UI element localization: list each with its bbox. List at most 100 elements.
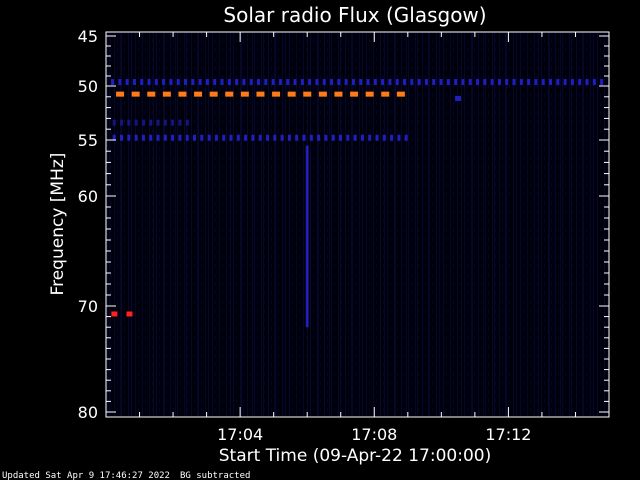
band-dash (171, 119, 175, 126)
band-dash (295, 134, 299, 141)
spot-5 (111, 311, 118, 317)
band-dash (468, 79, 472, 85)
band-dash (147, 91, 156, 97)
noise-column (351, 32, 352, 417)
band-dash (273, 134, 277, 141)
band-dash (476, 79, 480, 85)
noise-column (186, 32, 187, 417)
band-dash (346, 134, 350, 141)
band-dash (395, 79, 399, 85)
band-dash (132, 79, 136, 85)
band-dash (213, 79, 217, 85)
noise-column (516, 32, 517, 417)
band-dash (149, 134, 153, 141)
band-dash (303, 91, 312, 97)
band-dash (375, 134, 379, 141)
band-dash (235, 79, 239, 85)
footer-bg-note: BG subtracted (180, 471, 250, 480)
band-dash (373, 79, 377, 85)
noise-column (560, 32, 561, 417)
band-dash (317, 134, 321, 141)
band-dash (410, 79, 414, 85)
band-dash (222, 134, 226, 141)
band-dash (461, 79, 465, 85)
band-dash (214, 134, 218, 141)
band-dash (563, 79, 567, 85)
band-dash (141, 119, 145, 126)
band-dash (149, 119, 153, 126)
band-dash (227, 79, 231, 85)
band-dash (258, 134, 262, 141)
band-dash (272, 91, 281, 97)
burst-core-4 (306, 145, 308, 328)
band-dash (205, 79, 209, 85)
band-dash (176, 79, 180, 85)
band-dash (432, 79, 436, 85)
band-dash (264, 79, 268, 85)
band-dash (162, 91, 171, 97)
noise-column (120, 32, 121, 417)
band-dash (112, 134, 116, 141)
band-dash (286, 79, 290, 85)
noise-column (439, 32, 440, 417)
noise-column (406, 32, 407, 417)
band-dash (322, 79, 326, 85)
noise-column (219, 32, 220, 417)
band-dash (163, 134, 167, 141)
spot-7 (455, 95, 462, 101)
band-dash (125, 79, 129, 85)
band-dash (178, 119, 182, 126)
band-dash (287, 134, 291, 141)
band-dash (315, 79, 319, 85)
y-axis-label: Frequency [MHz] (48, 153, 68, 296)
band-dash (417, 79, 421, 85)
band-dash (171, 134, 175, 141)
band-dash (134, 119, 138, 126)
spectrogram-features (109, 32, 605, 417)
band-dash (404, 134, 408, 141)
band-dash (549, 79, 553, 85)
band-dash (366, 79, 370, 85)
band-dash (287, 91, 296, 97)
noise-column (230, 32, 231, 417)
y-tick-label-5: 80 (78, 403, 98, 422)
noise-column (252, 32, 253, 417)
band-dash (308, 79, 312, 85)
noise-column (296, 32, 297, 417)
noise-column (494, 32, 495, 417)
band-dash (249, 79, 253, 85)
band-dash (257, 79, 261, 85)
band-dash (396, 91, 405, 97)
noise-column (285, 32, 286, 417)
noise-column (274, 32, 275, 417)
y-tick-label-0: 45 (78, 27, 98, 46)
band-dash (339, 134, 343, 141)
band-dash (344, 79, 348, 85)
band-dash (242, 79, 246, 85)
band-dash (578, 79, 582, 85)
band-dash (112, 119, 116, 126)
noise-column (483, 32, 484, 417)
band-dash (156, 134, 160, 141)
noise-column (384, 32, 385, 417)
band-dash (256, 91, 265, 97)
noise-column (527, 32, 528, 417)
band-dash (424, 79, 428, 85)
footer-updated: Updated Sat Apr 9 17:46:27 2022 (2, 471, 170, 480)
band-dash (207, 134, 211, 141)
noise-column (175, 32, 176, 417)
band-dash (318, 91, 327, 97)
noise-column (571, 32, 572, 417)
band-dash (240, 91, 249, 97)
band-dash (184, 79, 188, 85)
noise-column (164, 32, 165, 417)
band-dash (127, 119, 131, 126)
band-dash (360, 134, 364, 141)
y-tick-label-2: 55 (78, 131, 98, 150)
band-dash (244, 134, 248, 141)
band-dash (209, 91, 218, 97)
band-dash (490, 79, 494, 85)
band-dash (140, 79, 144, 85)
band-dash (178, 91, 187, 97)
band-dash (220, 79, 224, 85)
